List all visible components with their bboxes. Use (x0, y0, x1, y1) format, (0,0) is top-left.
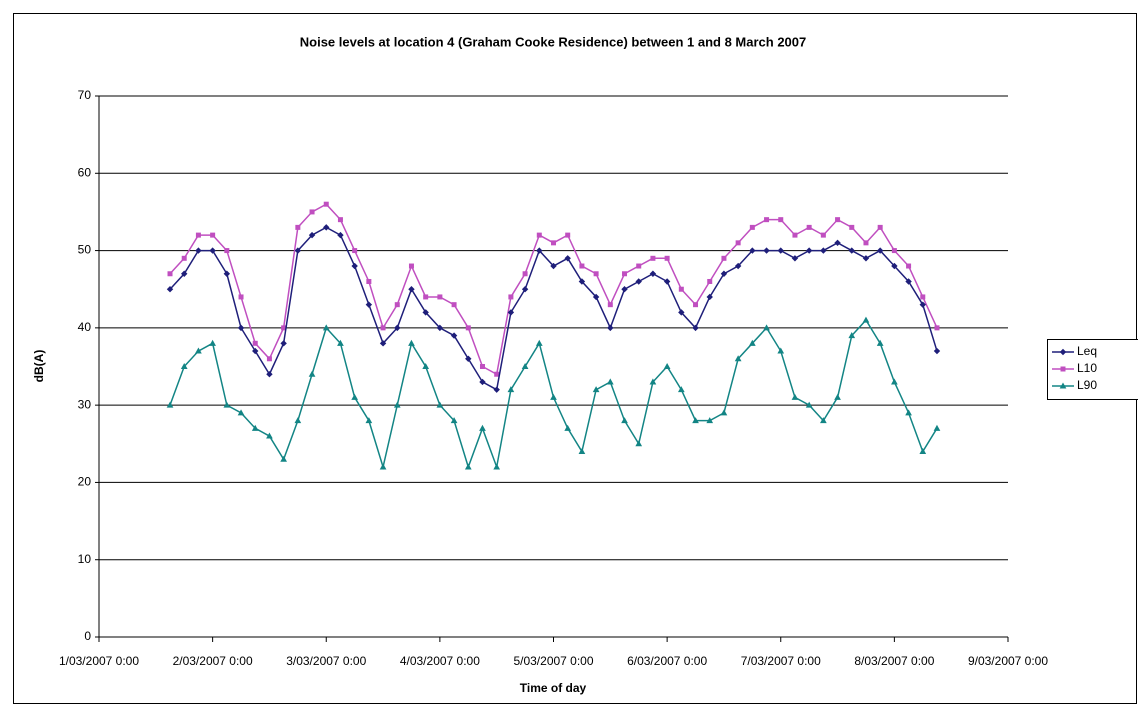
marker (623, 272, 627, 276)
chart-frame (14, 14, 1137, 704)
marker (296, 225, 300, 229)
x-axis-label: Time of day (520, 681, 587, 695)
marker (168, 272, 172, 276)
y-tick-label: 50 (78, 243, 92, 257)
marker (779, 218, 783, 222)
y-tick-label: 40 (78, 320, 92, 334)
legend-marker (1061, 367, 1065, 371)
y-tick-label: 30 (78, 397, 92, 411)
marker (750, 225, 754, 229)
marker (878, 225, 882, 229)
marker (381, 326, 385, 330)
marker (892, 249, 896, 253)
chart-title: Noise levels at location 4 (Graham Cooke… (300, 34, 806, 49)
marker (438, 295, 442, 299)
marker (424, 295, 428, 299)
y-axis-label: dB(A) (32, 350, 46, 383)
marker (708, 279, 712, 283)
marker (537, 233, 541, 237)
legend-label: L90 (1077, 378, 1097, 392)
marker (608, 303, 612, 307)
marker (907, 264, 911, 268)
marker (409, 264, 413, 268)
marker (679, 287, 683, 291)
x-tick-label: 2/03/2007 0:00 (173, 654, 253, 668)
marker (793, 233, 797, 237)
marker (523, 272, 527, 276)
marker (765, 218, 769, 222)
marker (182, 256, 186, 260)
marker (637, 264, 641, 268)
marker (324, 202, 328, 206)
marker (509, 295, 513, 299)
marker (480, 365, 484, 369)
marker (367, 279, 371, 283)
x-tick-label: 8/03/2007 0:00 (854, 654, 934, 668)
marker (807, 225, 811, 229)
y-tick-label: 70 (78, 88, 92, 102)
marker (935, 326, 939, 330)
legend-label: L10 (1077, 361, 1097, 375)
legend-label: Leq (1077, 344, 1097, 358)
marker (338, 218, 342, 222)
marker (722, 256, 726, 260)
marker (239, 295, 243, 299)
marker (267, 357, 271, 361)
marker (821, 233, 825, 237)
y-tick-label: 20 (78, 475, 92, 489)
marker (466, 326, 470, 330)
marker (736, 241, 740, 245)
marker (196, 233, 200, 237)
marker (353, 249, 357, 253)
marker (580, 264, 584, 268)
marker (864, 241, 868, 245)
x-tick-label: 3/03/2007 0:00 (286, 654, 366, 668)
marker (310, 210, 314, 214)
y-tick-label: 60 (78, 165, 92, 179)
y-tick-label: 10 (78, 552, 92, 566)
marker (665, 256, 669, 260)
marker (850, 225, 854, 229)
marker (651, 256, 655, 260)
x-tick-label: 1/03/2007 0:00 (59, 654, 139, 668)
marker (921, 295, 925, 299)
marker (495, 372, 499, 376)
marker (253, 341, 257, 345)
y-tick-label: 0 (84, 629, 91, 643)
marker (211, 233, 215, 237)
marker (452, 303, 456, 307)
x-tick-label: 7/03/2007 0:00 (741, 654, 821, 668)
x-tick-label: 6/03/2007 0:00 (627, 654, 707, 668)
marker (566, 233, 570, 237)
marker (225, 249, 229, 253)
marker (694, 303, 698, 307)
marker (836, 218, 840, 222)
x-tick-label: 5/03/2007 0:00 (513, 654, 593, 668)
marker (552, 241, 556, 245)
marker (395, 303, 399, 307)
x-tick-label: 9/03/2007 0:00 (968, 654, 1048, 668)
marker (594, 272, 598, 276)
x-tick-label: 4/03/2007 0:00 (400, 654, 480, 668)
